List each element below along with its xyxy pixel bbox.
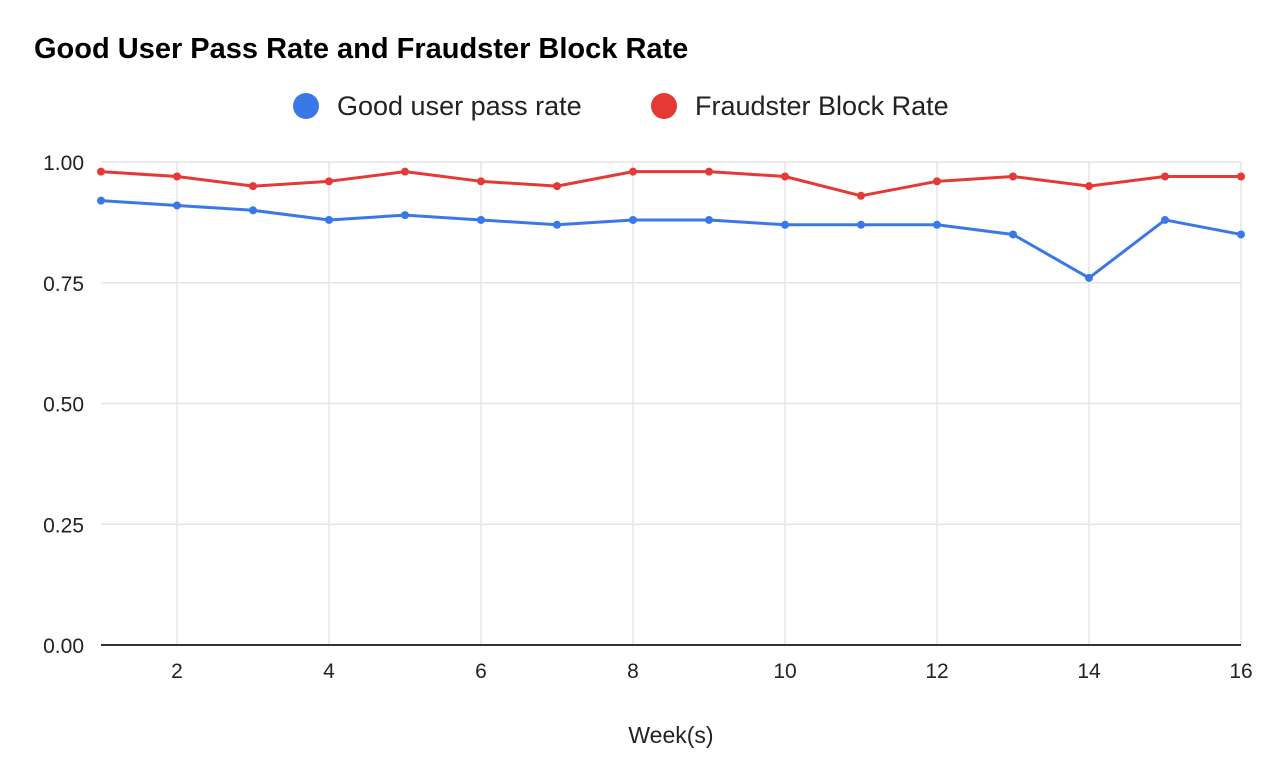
data-point	[857, 191, 865, 200]
data-point	[249, 182, 257, 191]
legend-marker-good-user	[293, 93, 319, 119]
data-point	[477, 177, 485, 186]
data-point	[705, 215, 713, 224]
x-tick-label: 8	[627, 660, 639, 683]
data-point	[1009, 172, 1017, 181]
data-point	[933, 220, 941, 229]
legend-label-good-user: Good user pass rate	[337, 91, 582, 121]
data-point	[629, 167, 637, 176]
y-tick-label: 0.00	[43, 635, 84, 658]
data-point	[1085, 273, 1093, 282]
x-tick-label: 2	[171, 660, 183, 683]
x-tick-label: 12	[925, 660, 948, 683]
y-tick-label: 0.75	[43, 273, 84, 296]
data-point	[249, 206, 257, 215]
legend: Good user pass rate Fraudster Block Rate	[293, 91, 949, 121]
x-tick-label: 14	[1077, 660, 1101, 683]
x-tick-label: 6	[475, 660, 487, 683]
x-axis-title: Week(s)	[628, 722, 713, 748]
data-point	[705, 167, 713, 176]
legend-label-fraudster: Fraudster Block Rate	[695, 91, 949, 121]
grid	[101, 161, 1242, 645]
data-point	[401, 211, 409, 220]
data-point	[553, 182, 561, 191]
series	[97, 167, 1245, 282]
series-line-good-user-pass-rate	[99, 199, 1243, 280]
data-point	[857, 220, 865, 229]
x-tick-label: 16	[1229, 660, 1252, 683]
data-point	[781, 220, 789, 229]
data-point	[401, 167, 409, 176]
data-point	[553, 220, 561, 229]
y-tick-label: 1.00	[43, 152, 84, 175]
data-point	[173, 172, 181, 181]
data-point	[1161, 172, 1169, 181]
chart-title: Good User Pass Rate and Fraudster Block …	[34, 33, 688, 65]
data-point	[477, 215, 485, 224]
data-point	[1085, 182, 1093, 191]
series-line-fraudster-block-rate	[99, 170, 1243, 198]
data-point	[1237, 230, 1245, 239]
y-tick-label: 0.50	[43, 394, 84, 417]
data-point	[97, 196, 105, 205]
y-tick-label: 0.25	[43, 514, 84, 537]
data-point	[933, 177, 941, 186]
x-tick-label: 4	[323, 660, 335, 683]
x-tick-label: 10	[773, 660, 796, 683]
data-point	[629, 215, 637, 224]
data-point	[1237, 172, 1245, 181]
data-point	[173, 201, 181, 210]
axes: 2 4 6 8 10 12 14 16 0.00 0.25 0.50 0.75 1.00	[43, 152, 1253, 683]
data-point	[325, 177, 333, 186]
data-point	[325, 215, 333, 224]
data-point	[97, 167, 105, 176]
legend-marker-fraudster	[651, 93, 677, 119]
data-point	[781, 172, 789, 181]
data-point	[1161, 215, 1169, 224]
data-point	[1009, 230, 1017, 239]
